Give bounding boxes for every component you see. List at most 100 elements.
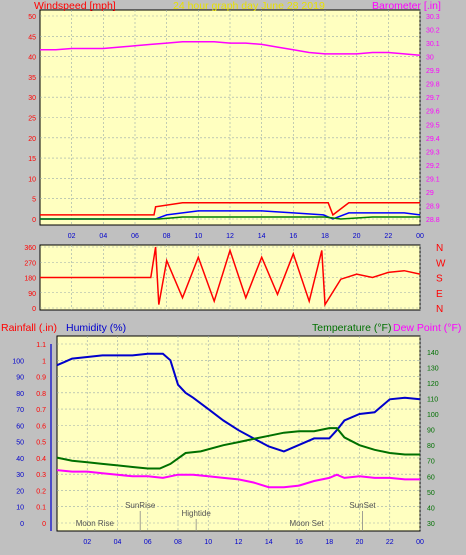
event-label: Hightide xyxy=(181,509,211,518)
humidity-tick-label: 20 xyxy=(16,488,24,495)
event-markers: SunRise Hightide Moon Rise Moon Set SunSet xyxy=(76,501,376,531)
temp-tick-label: 100 xyxy=(427,412,439,419)
event-label: Moon Set xyxy=(289,519,324,528)
rain-tick-label: 1 xyxy=(42,358,46,365)
temp-tick-label: 50 xyxy=(427,490,435,497)
compass-label: E xyxy=(436,289,443,300)
barometer-tick-label: 30.1 xyxy=(426,41,440,48)
graph-title: 24 hour graph day June 28 2019 xyxy=(173,0,325,12)
series-line xyxy=(40,210,421,220)
humidity-tick-label: 0 xyxy=(20,521,24,528)
wind-tick-label: 10 xyxy=(28,176,36,183)
humidity-tick-label: 40 xyxy=(16,456,24,463)
event-label: Moon Rise xyxy=(76,519,115,528)
barometer-tick-label: 29.4 xyxy=(426,136,440,143)
wind-tick-label: 5 xyxy=(32,197,36,204)
x-tick-label: 10 xyxy=(194,233,202,240)
event-label: SunSet xyxy=(349,501,376,510)
barometer-tick-label: 29.3 xyxy=(426,149,440,156)
temp-grid xyxy=(57,336,421,531)
x-tick-label: 18 xyxy=(325,539,333,546)
compass-label: N xyxy=(436,243,443,254)
barometer-tick-label: 30.2 xyxy=(426,28,440,35)
wind-barometer-panel: 0 5 10 15 20 25 30 35 40 45 50 28.8 28.9 29 29.1 29.2 29… xyxy=(28,0,441,240)
temp-tick-label: 30 xyxy=(427,521,435,528)
barometer-tick-label: 28.8 xyxy=(426,217,440,224)
x-tick-label: 14 xyxy=(258,233,266,240)
temp-tick-label: 60 xyxy=(427,474,435,481)
humidity-tick-label: 60 xyxy=(16,423,24,430)
x-tick-label: 02 xyxy=(83,539,91,546)
temp-tick-label: 40 xyxy=(427,505,435,512)
x-tick-label: 00 xyxy=(416,539,424,546)
rain-tick-label: 0.4 xyxy=(36,456,46,463)
temp-tick-label: 110 xyxy=(427,396,438,403)
humidity-tick-label: 30 xyxy=(16,472,24,479)
rain-tick-label: 0.3 xyxy=(36,472,46,479)
direction-tick-label: 90 xyxy=(28,291,36,298)
temp-series xyxy=(56,352,421,489)
temp-tick-label: 90 xyxy=(427,428,435,435)
x-tick-label: 12 xyxy=(235,539,243,546)
temp-tick-label: 80 xyxy=(427,443,435,450)
wind-tick-label: 35 xyxy=(28,75,36,82)
dewpoint-axis-label: Dew Point (°F) xyxy=(393,322,461,334)
wind-tick-label: 45 xyxy=(28,34,36,41)
direction-line xyxy=(40,246,421,307)
x-tick-label: 04 xyxy=(114,539,122,546)
barometer-tick-label: 29 xyxy=(426,190,434,197)
direction-series xyxy=(40,246,421,307)
x-tick-label: 02 xyxy=(68,233,76,240)
event-label: SunRise xyxy=(125,501,156,510)
direction-tick-label: 180 xyxy=(24,276,36,283)
compass-label: W xyxy=(436,258,446,269)
wind-tick-label: 40 xyxy=(28,55,36,62)
x-tick-label: 22 xyxy=(386,539,394,546)
temp-tick-label: 130 xyxy=(427,365,439,372)
rain-tick-label: 1.1 xyxy=(36,342,46,349)
humidity-tick-label: 70 xyxy=(16,407,24,414)
barometer-tick-label: 28.9 xyxy=(426,203,440,210)
direction-tick-label: 270 xyxy=(24,260,36,267)
direction-tick-label: 360 xyxy=(24,245,36,252)
barometer-tick-label: 29.5 xyxy=(426,122,440,129)
x-tick-label: 16 xyxy=(295,539,303,546)
series-line xyxy=(40,202,420,217)
x-tick-label: 16 xyxy=(289,233,297,240)
rain-tick-label: 0.6 xyxy=(36,423,46,430)
compass-label: N xyxy=(436,304,443,315)
temp-tick-label: 120 xyxy=(427,381,439,388)
rain-tick-label: 0.8 xyxy=(36,391,46,398)
barometer-tick-label: 29.1 xyxy=(426,176,440,183)
barometer-tick-label: 29.8 xyxy=(426,82,440,89)
barometer-tick-label: 29.9 xyxy=(426,68,440,75)
wind-ticks: 0 5 10 15 20 25 30 35 40 45 50 28.8 28.9 29 29.1 29.2 29… xyxy=(28,14,440,240)
wind-tick-label: 0 xyxy=(32,217,36,224)
rain-tick-label: 0.2 xyxy=(36,488,46,495)
series-line xyxy=(40,216,420,220)
temp-tick-label: 70 xyxy=(427,459,435,466)
x-tick-label: 20 xyxy=(356,539,364,546)
temperature-axis-label: Temperature (°F) xyxy=(312,322,391,334)
wind-tick-label: 50 xyxy=(28,14,36,21)
x-tick-label: 20 xyxy=(353,233,361,240)
barometer-axis-label: Barometer [.in] xyxy=(372,0,441,12)
series-line xyxy=(56,352,421,453)
temp-humidity-panel: Rainfall (.in) Humidity (%) Temperature … xyxy=(1,322,461,546)
wind-series xyxy=(40,40,421,220)
x-tick-label: 00 xyxy=(416,233,424,240)
direction-tick-label: 0 xyxy=(32,306,36,313)
barometer-tick-label: 30 xyxy=(426,55,434,62)
temp-ticks: 0 0.1 0.2 0.3 0.4 0.5 0.6 0.7 0.8 0.9 1 1.1 0 10 20 30 4… xyxy=(12,342,438,546)
x-tick-label: 12 xyxy=(226,233,234,240)
wind-grid xyxy=(40,10,421,225)
x-tick-label: 08 xyxy=(174,539,182,546)
temp-tick-label: 140 xyxy=(427,350,439,357)
series-line xyxy=(56,427,420,470)
rain-tick-label: 0.1 xyxy=(36,505,46,512)
barometer-tick-label: 29.6 xyxy=(426,109,440,116)
wind-axis-label: Windspeed [mph] xyxy=(34,0,116,12)
wind-tick-label: 25 xyxy=(28,116,36,123)
